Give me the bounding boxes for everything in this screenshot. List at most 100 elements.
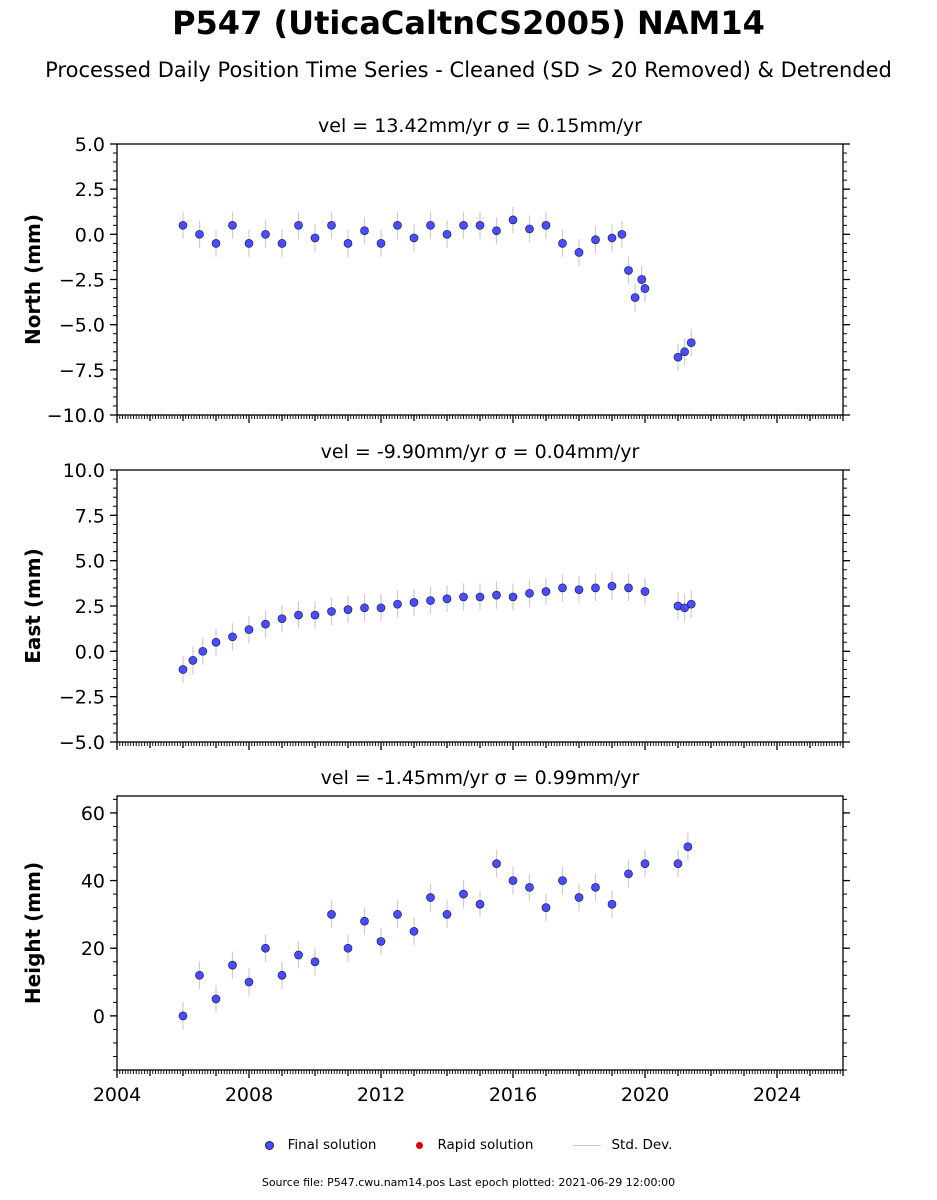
panel-title: vel = -9.90mm/yr σ = 0.04mm/yr (321, 441, 640, 463)
y-tick-label: −2.5 (59, 270, 105, 292)
data-point (630, 293, 640, 302)
data-point (261, 943, 270, 953)
data-point (393, 599, 402, 609)
data-point (442, 910, 452, 919)
y-tick-label: 2.5 (75, 179, 105, 201)
data-point (211, 239, 221, 248)
data-point (188, 656, 198, 665)
y-tick-label: −10.0 (47, 405, 105, 427)
data-point (574, 893, 584, 902)
data-point (475, 899, 485, 909)
data-point (228, 960, 237, 970)
legend-rapid: Rapid solution (416, 1137, 533, 1153)
data-point (310, 233, 320, 243)
chart-title: P547 (UticaCaltnCS2005) NAM14 (172, 4, 765, 42)
y-tick-label: 0.0 (75, 641, 105, 663)
x-tick-label: 2020 (621, 1084, 669, 1106)
data-point (211, 637, 221, 647)
data-point (261, 229, 270, 239)
y-tick-label: 0 (93, 1006, 105, 1028)
y-tick-label: 0.0 (75, 224, 105, 246)
data-point (640, 859, 650, 869)
data-point (198, 646, 208, 656)
x-tick-label: 2024 (753, 1084, 801, 1106)
data-point (277, 239, 287, 248)
data-point (508, 592, 518, 602)
data-point (261, 619, 270, 629)
data-point (244, 239, 254, 248)
data-point (327, 910, 336, 919)
y-tick-label: 60 (81, 803, 105, 825)
data-point (277, 970, 287, 980)
data-point (244, 625, 254, 634)
data-point (607, 899, 617, 909)
data-point (492, 590, 501, 600)
data-point (360, 226, 369, 236)
final-solution-points (178, 842, 693, 1021)
y-tick-label: 7.5 (75, 505, 105, 527)
data-point (178, 220, 188, 230)
data-point (525, 882, 534, 892)
y-tick-label: −5.0 (59, 732, 105, 754)
y-axis-label: Height (mm) (21, 862, 45, 1004)
data-point (426, 596, 435, 605)
data-point (525, 224, 534, 234)
data-point (574, 585, 584, 595)
source-footer: Source file: P547.cwu.nam14.pos Last epo… (261, 1176, 676, 1189)
y-tick-label: 10.0 (63, 460, 105, 482)
plot-frame (116, 143, 844, 416)
panel-title: vel = -1.45mm/yr σ = 0.99mm/yr (321, 767, 640, 789)
data-point (673, 352, 683, 362)
data-point (624, 583, 633, 593)
legend-final-label: Final solution (287, 1137, 377, 1153)
data-point (558, 876, 567, 885)
x-tick-label: 2004 (93, 1084, 141, 1106)
data-point (376, 239, 386, 248)
data-point (541, 220, 551, 230)
data-point (195, 970, 204, 980)
data-point (541, 903, 551, 912)
y-axis-label: East (mm) (21, 548, 45, 664)
data-point (343, 239, 353, 248)
data-point (459, 592, 468, 602)
data-point (195, 229, 204, 239)
y-tick-label: 20 (81, 938, 105, 960)
data-point (327, 220, 336, 230)
data-point (525, 588, 534, 598)
legend-final: Final solution (264, 1137, 377, 1153)
data-point (673, 859, 683, 869)
data-point (393, 910, 402, 919)
data-point (640, 284, 650, 293)
y-tick-label: 40 (81, 871, 105, 893)
data-point (327, 607, 336, 616)
data-point (541, 587, 551, 596)
data-point (624, 869, 633, 879)
data-point (178, 665, 188, 674)
data-point (591, 235, 600, 245)
data-point (294, 950, 303, 960)
legend-std: Std. Dev. (573, 1137, 672, 1153)
data-point (492, 226, 501, 236)
data-point (343, 943, 353, 953)
data-point (228, 632, 237, 642)
data-point (686, 599, 696, 609)
data-point (310, 610, 320, 620)
final-solution-points (178, 215, 696, 362)
y-tick-label: 5.0 (75, 134, 105, 156)
data-point (459, 220, 468, 230)
data-point (640, 587, 650, 596)
data-point (294, 220, 303, 230)
data-point (277, 614, 287, 624)
data-point (211, 994, 221, 1004)
x-tick-label: 2008 (225, 1084, 273, 1106)
y-tick-label: −5.0 (59, 315, 105, 337)
final-solution-marker-icon (264, 1140, 274, 1150)
data-point (409, 233, 419, 243)
data-point (360, 916, 369, 926)
data-point (680, 603, 689, 613)
data-point (442, 594, 452, 604)
std-dev-line-icon (573, 1144, 602, 1146)
data-point (637, 275, 647, 284)
final-solution-points (178, 581, 696, 674)
rapid-solution-marker-icon (416, 1141, 424, 1149)
